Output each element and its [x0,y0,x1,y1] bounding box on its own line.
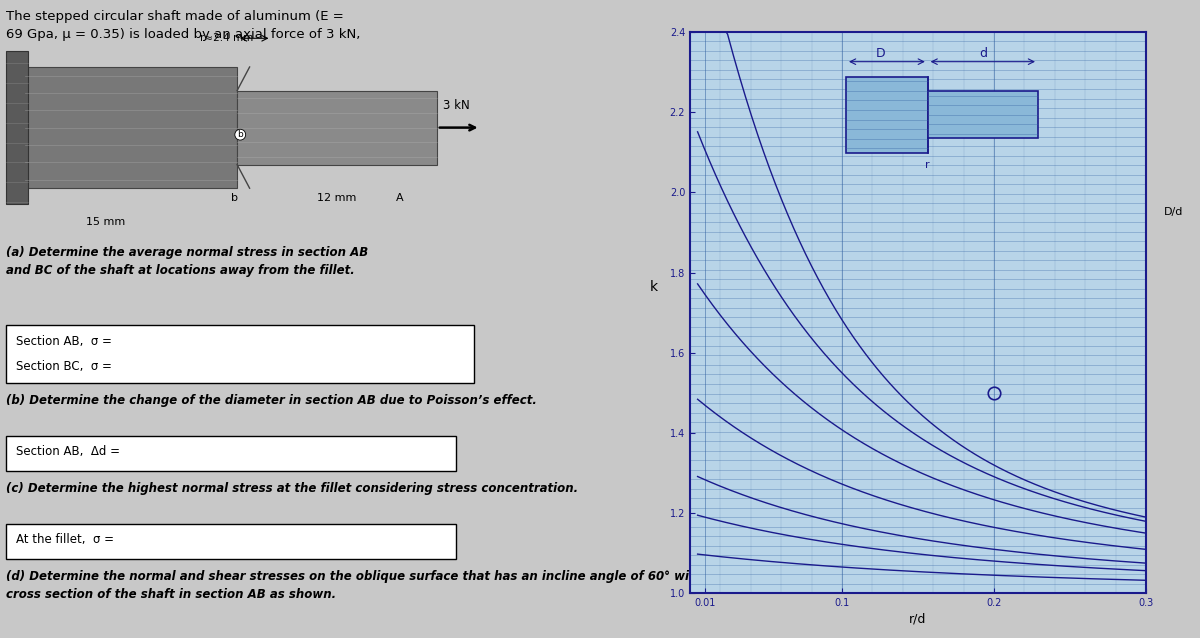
Text: (c) Determine the highest normal stress at the fillet considering stress concent: (c) Determine the highest normal stress … [6,482,578,495]
Bar [846,77,928,153]
X-axis label: r/d: r/d [910,612,926,625]
Bar [238,91,437,165]
Bar [6,524,456,559]
Text: Section BC,  σ =: Section BC, σ = [16,360,112,373]
Text: r≈2.4 mm: r≈2.4 mm [199,33,253,43]
Text: The stepped circular shaft made of aluminum (E =
69 Gpa, μ = 0.35) is loaded by : The stepped circular shaft made of alumi… [6,10,361,41]
Bar [6,436,456,471]
Text: D/d: D/d [1164,207,1183,216]
Text: r: r [925,160,930,170]
Bar [25,67,238,188]
Text: 12 mm: 12 mm [317,193,356,204]
Text: k: k [650,280,658,294]
Bar [928,91,1038,138]
Text: A: A [396,193,403,204]
Text: b: b [230,193,238,204]
Text: 3 kN: 3 kN [443,99,469,112]
Text: (b) Determine the change of the diameter in section AB due to Poisson’s effect.: (b) Determine the change of the diameter… [6,394,538,407]
Text: D: D [876,47,886,61]
Text: At the fillet,  σ =: At the fillet, σ = [16,533,114,546]
Bar [6,51,28,204]
Text: Section AB,  Δd =: Section AB, Δd = [16,445,120,458]
Text: (a) Determine the average normal stress in section AB
and BC of the shaft at loc: (a) Determine the average normal stress … [6,246,368,277]
Text: d: d [979,47,986,61]
Bar [6,325,474,383]
Text: (d) Determine the normal and shear stresses on the oblique surface that has an i: (d) Determine the normal and shear stres… [6,570,780,602]
Text: 15 mm: 15 mm [86,217,126,227]
Text: Section AB,  σ =: Section AB, σ = [16,335,112,348]
Text: b: b [238,130,244,139]
